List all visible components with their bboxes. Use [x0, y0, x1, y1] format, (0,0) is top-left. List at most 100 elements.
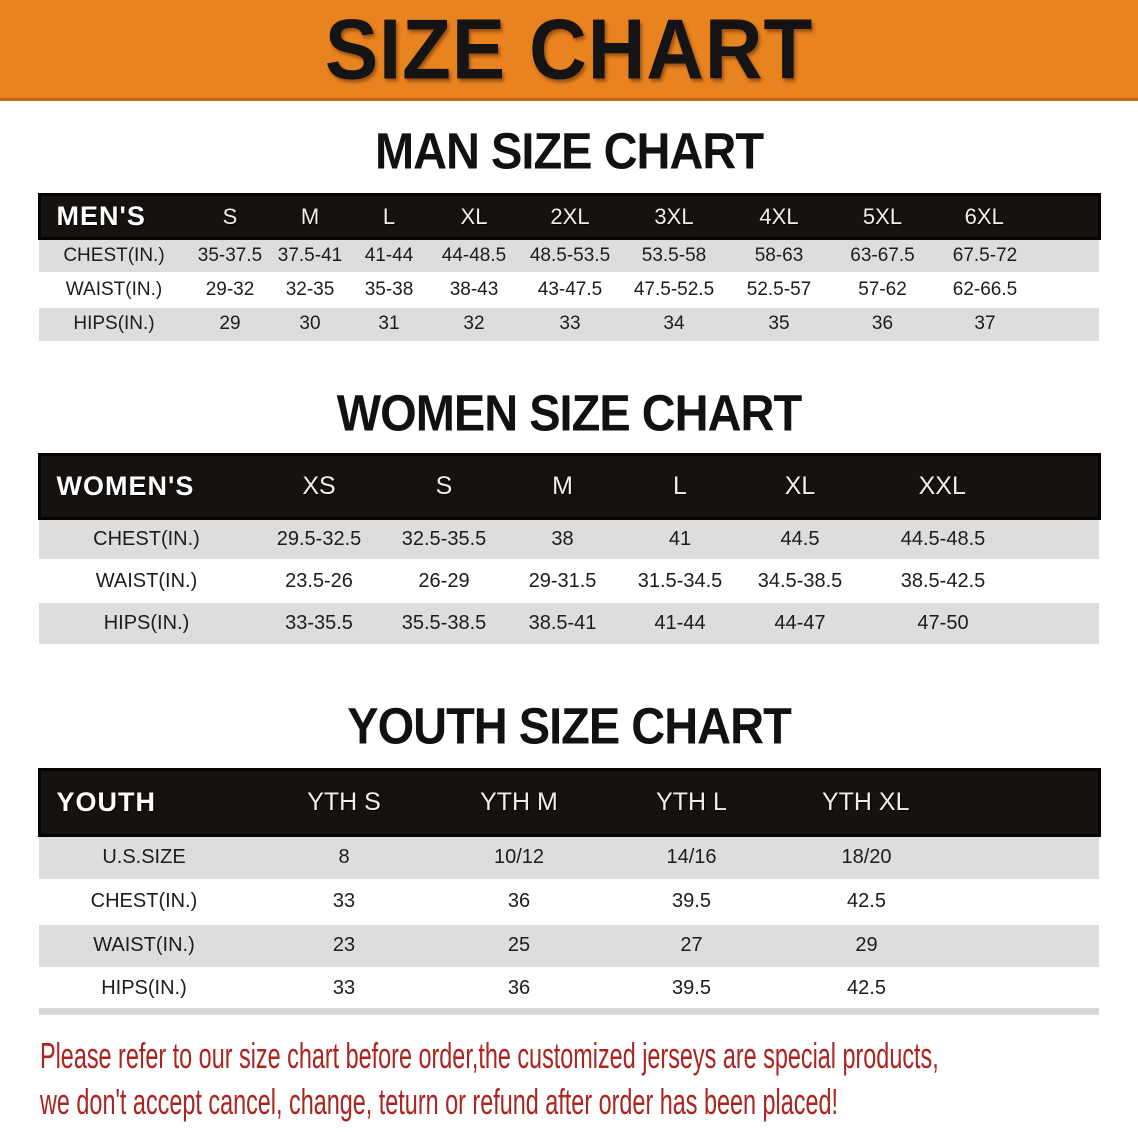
measurement-value-cell: 35-38	[349, 271, 429, 307]
measurement-value-cell: 29-32	[189, 271, 271, 307]
measurement-value-cell: 32-35	[271, 271, 349, 307]
size-chart-banner: SIZE CHART	[0, 0, 1138, 101]
measurement-value-cell: 29.5-32.5	[254, 517, 384, 560]
table-row: WAIST(IN.) 23.5-26 26-29 29-31.5 31.5-34.5 34…	[39, 559, 1099, 602]
disclaimer: Please refer to our size chart before or…	[0, 1033, 1138, 1125]
size-column-header: 6XL	[934, 193, 1101, 240]
size-header-row: YOUTH YTH S YTH M YTH L YTH XL	[37, 768, 1101, 837]
measurement-value-cell: 38-43	[429, 271, 519, 307]
measurement-value-cell: 36	[439, 966, 599, 1012]
measurement-value-cell: 23.5-26	[254, 559, 384, 602]
measurement-value-cell: 29	[189, 305, 271, 341]
measurement-value-cell: 42.5	[784, 878, 1099, 924]
measurement-value-cell: 29-31.5	[504, 559, 621, 602]
size-column-header: M	[504, 452, 621, 520]
measurement-value-cell: 33	[519, 305, 621, 341]
table-row: HIPS(IN.) 29 30 31 32 33 34 35 36 37	[39, 305, 1099, 341]
man-size-section: MAN SIZE CHART MEN'S S M L XL 2XL 3XL 4XL 5XL 6XL…	[0, 122, 1138, 341]
disclaimer-line-1: Please refer to our size chart before or…	[40, 1035, 939, 1076]
table-row: HIPS(IN.) 33 36 39.5 42.5	[39, 966, 1099, 1012]
women-size-section: WOMEN SIZE CHART WOMEN'S XS S M L XL XXL CHEST(…	[0, 383, 1138, 644]
table-row: HIPS(IN.) 33-35.5 35.5-38.5 38.5-41 41-44 44-…	[39, 601, 1099, 644]
measurement-value-cell: 44.5	[739, 517, 861, 560]
table-row: WAIST(IN.) 29-32 32-35 35-38 38-43 43-47.5 47.…	[39, 271, 1099, 307]
banner-title: SIZE CHART	[324, 1, 814, 97]
measurement-value-cell: 30	[271, 305, 349, 341]
size-column-header: YTH XL	[784, 768, 1101, 837]
measurement-value-cell: 35.5-38.5	[384, 601, 504, 644]
size-column-header: S	[384, 452, 504, 520]
measurement-value-cell: 32.5-35.5	[384, 517, 504, 560]
measurement-value-cell: 39.5	[599, 966, 784, 1012]
size-column-header: XXL	[861, 452, 1101, 520]
measurement-value-cell: 41-44	[349, 237, 429, 273]
measurement-label-cell: CHEST(IN.)	[39, 237, 189, 273]
size-column-header: YTH L	[599, 768, 784, 837]
size-column-header: 3XL	[621, 193, 727, 240]
measurement-value-cell: 67.5-72	[934, 237, 1099, 273]
measurement-label-cell: WAIST(IN.)	[39, 922, 249, 968]
measurement-value-cell: 36	[439, 878, 599, 924]
size-column-header: XL	[739, 452, 861, 520]
youth-size-table: YOUTH YTH S YTH M YTH L YTH XL U.S.SIZE 8 10/12…	[37, 768, 1101, 1015]
measurement-value-cell: 31	[349, 305, 429, 341]
measurement-value-cell: 58-63	[727, 237, 831, 273]
measurement-value-cell: 48.5-53.5	[519, 237, 621, 273]
measurement-value-cell: 26-29	[384, 559, 504, 602]
measurement-value-cell: 35	[727, 305, 831, 341]
measurement-label-cell: WAIST(IN.)	[39, 559, 254, 602]
measurement-value-cell: 53.5-58	[621, 237, 727, 273]
measurement-label-cell: CHEST(IN.)	[39, 878, 249, 924]
measurement-value-cell: 41	[621, 517, 739, 560]
measurement-value-cell: 43-47.5	[519, 271, 621, 307]
youth-size-heading: YOUTH SIZE CHART	[347, 696, 792, 755]
measurement-label-cell: HIPS(IN.)	[39, 601, 254, 644]
measurement-value-cell: 44-47	[739, 601, 861, 644]
measurement-value-cell: 8	[249, 834, 439, 880]
table-title-cell: WOMEN'S	[37, 452, 254, 520]
measurement-value-cell: 44-48.5	[429, 237, 519, 273]
size-column-header: XS	[254, 452, 384, 520]
measurement-value-cell: 31.5-34.5	[621, 559, 739, 602]
measurement-value-cell: 33	[249, 878, 439, 924]
table-title-cell: MEN'S	[37, 193, 189, 240]
measurement-value-cell: 23	[249, 922, 439, 968]
size-header-row: MEN'S S M L XL 2XL 3XL 4XL 5XL 6XL	[37, 193, 1101, 240]
women-size-table: WOMEN'S XS S M L XL XXL CHEST(IN.) 29.5-32.5 32.5…	[37, 452, 1101, 644]
size-column-header: M	[271, 193, 349, 240]
measurement-value-cell: 47-50	[861, 601, 1099, 644]
measurement-value-cell: 38.5-41	[504, 601, 621, 644]
size-column-header: 2XL	[519, 193, 621, 240]
measurement-value-cell: 35-37.5	[189, 237, 271, 273]
measurement-value-cell: 32	[429, 305, 519, 341]
measurement-value-cell: 47.5-52.5	[621, 271, 727, 307]
measurement-value-cell: 62-66.5	[934, 271, 1099, 307]
table-title-cell: YOUTH	[37, 768, 249, 837]
measurement-value-cell: 38.5-42.5	[861, 559, 1099, 602]
men-size-table: MEN'S S M L XL 2XL 3XL 4XL 5XL 6XL CHEST(IN.) 35-37…	[37, 193, 1101, 341]
size-column-header: 5XL	[831, 193, 934, 240]
size-column-header: 4XL	[727, 193, 831, 240]
table-row: WAIST(IN.) 23 25 27 29	[39, 922, 1099, 968]
measurement-value-cell: 36	[831, 305, 934, 341]
size-column-header: L	[621, 452, 739, 520]
measurement-value-cell: 33	[249, 966, 439, 1012]
measurement-value-cell: 38	[504, 517, 621, 560]
size-column-header: XL	[429, 193, 519, 240]
measurement-value-cell: 18/20	[784, 834, 1099, 880]
measurement-value-cell: 57-62	[831, 271, 934, 307]
measurement-value-cell: 10/12	[439, 834, 599, 880]
size-column-header: S	[189, 193, 271, 240]
youth-size-section: YOUTH SIZE CHART YOUTH YTH S YTH M YTH L YTH…	[0, 696, 1138, 1015]
measurement-value-cell: 37.5-41	[271, 237, 349, 273]
measurement-label-cell: CHEST(IN.)	[39, 517, 254, 560]
measurement-value-cell: 34	[621, 305, 727, 341]
measurement-value-cell: 37	[934, 305, 1099, 341]
measurement-label-cell: WAIST(IN.)	[39, 271, 189, 307]
size-column-header: YTH M	[439, 768, 599, 837]
measurement-value-cell: 33-35.5	[254, 601, 384, 644]
women-size-heading: WOMEN SIZE CHART	[336, 383, 802, 441]
table-row: U.S.SIZE 8 10/12 14/16 18/20	[39, 834, 1099, 880]
table-row: CHEST(IN.) 35-37.5 37.5-41 41-44 44-48.5 48.5…	[39, 237, 1099, 273]
measurement-label-cell: HIPS(IN.)	[39, 305, 189, 341]
